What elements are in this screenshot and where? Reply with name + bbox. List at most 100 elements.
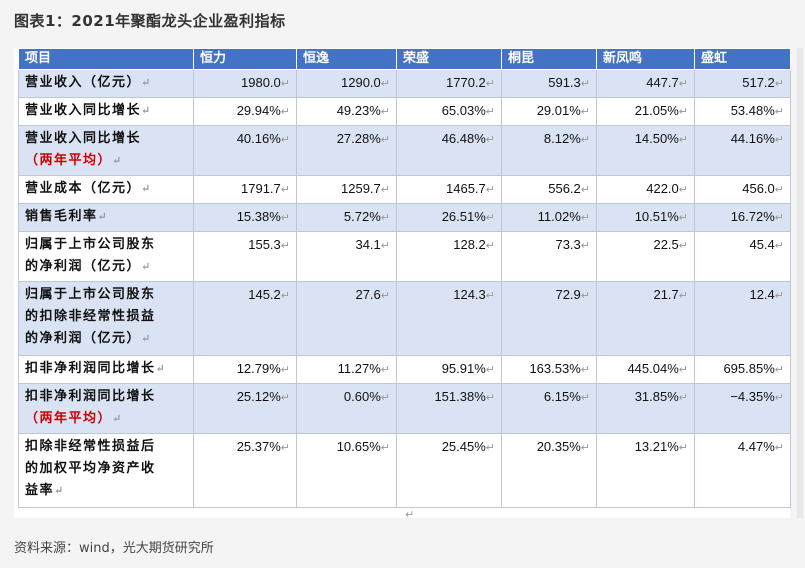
header-row: 项目 恒力 恒逸 荣盛 桐昆 新凤鸣 盛虹 xyxy=(18,48,791,70)
return-mark-icon: ↵ xyxy=(580,106,590,118)
header-tongkun: 桐昆 xyxy=(501,48,597,70)
cell-value: 145.2↵ xyxy=(193,281,297,356)
cell-value: 27.28%↵ xyxy=(296,125,397,176)
row-label: 扣非净利润同比增长 （两年平均）↵ xyxy=(18,383,194,434)
cell-value: 1980.0↵ xyxy=(193,69,297,98)
row-label-line: 的净利润（亿元）↵ xyxy=(25,331,152,346)
return-mark-icon: ↵ xyxy=(580,184,590,196)
row-label-line: 归属于上市公司股东 xyxy=(25,237,156,252)
return-mark-icon: ↵ xyxy=(678,290,688,302)
return-mark-icon: ↵ xyxy=(580,364,590,376)
return-mark-icon: ↵ xyxy=(155,362,167,375)
return-mark-icon: ↵ xyxy=(380,78,390,90)
return-mark-icon: ↵ xyxy=(485,290,495,302)
table-row: 营业成本（亿元）↵ 1791.7↵ 1259.7↵ 1465.7↵ 556.2↵ 422.… xyxy=(18,175,791,204)
cell-value: 25.37%↵ xyxy=(193,433,297,508)
cell-value: 49.23%↵ xyxy=(296,97,397,126)
cell-value: 15.38%↵ xyxy=(193,203,297,232)
return-mark-icon: ↵ xyxy=(54,484,65,497)
return-mark-icon: ↵ xyxy=(580,442,590,454)
return-mark-icon: ↵ xyxy=(678,134,688,146)
vertical-scrollbar[interactable] xyxy=(797,48,803,518)
row-label-line: 营业收入同比增长 xyxy=(25,131,142,146)
return-mark-icon: ↵ xyxy=(380,134,390,146)
cell-value: 46.48%↵ xyxy=(396,125,502,176)
cell-value: 1259.7↵ xyxy=(296,175,397,204)
row-label-line: 的扣除非经常性损益 xyxy=(25,309,156,324)
cell-value: 31.85%↵ xyxy=(596,383,695,434)
return-mark-icon: ↵ xyxy=(485,212,495,224)
row-label: 营业成本（亿元）↵ xyxy=(18,175,194,204)
return-mark-icon: ↵ xyxy=(280,78,290,90)
return-mark-icon: ↵ xyxy=(112,412,123,425)
return-mark-icon: ↵ xyxy=(774,364,784,376)
cell-value: 44.16%↵ xyxy=(694,125,791,176)
row-label-line: 扣非净利润同比增长↵ xyxy=(25,361,167,376)
row-label-line: 的加权平均净资产收 xyxy=(25,461,156,476)
return-mark-icon: ↵ xyxy=(678,78,688,90)
return-mark-icon: ↵ xyxy=(380,240,390,252)
row-label: 销售毛利率↵ xyxy=(18,203,194,232)
profit-indicator-table: 项目 恒力 恒逸 荣盛 桐昆 新凤鸣 盛虹 营业收入（亿元）↵ 1980.0↵ 12… xyxy=(18,48,791,508)
row-label: 扣非净利润同比增长↵ xyxy=(18,355,194,384)
cell-value: 456.0↵ xyxy=(694,175,791,204)
return-mark-icon: ↵ xyxy=(678,392,688,404)
return-mark-icon: ↵ xyxy=(280,364,290,376)
row-label-line: 扣非净利润同比增长 xyxy=(25,389,156,404)
return-mark-icon: ↵ xyxy=(678,240,688,252)
cell-value: 22.5↵ xyxy=(596,231,695,282)
cell-value: 12.79%↵ xyxy=(193,355,297,384)
header-hengli: 恒力 xyxy=(193,48,297,70)
return-mark-icon: ↵ xyxy=(580,290,590,302)
header-rongsheng: 荣盛 xyxy=(396,48,502,70)
cell-value: 556.2↵ xyxy=(501,175,597,204)
return-mark-icon: ↵ xyxy=(112,154,123,167)
cell-value: 10.65%↵ xyxy=(296,433,397,508)
return-mark-icon: ↵ xyxy=(485,240,495,252)
cell-value: 447.7↵ xyxy=(596,69,695,98)
table-row: 归属于上市公司股东 的扣除非经常性损益 的净利润（亿元）↵ 145.2↵ 27.6↵ 12… xyxy=(18,281,791,356)
cell-value: 25.12%↵ xyxy=(193,383,297,434)
return-mark-icon: ↵ xyxy=(280,106,290,118)
cell-value: 1770.2↵ xyxy=(396,69,502,98)
cell-value: 26.51%↵ xyxy=(396,203,502,232)
header-xinfengming: 新凤鸣 xyxy=(596,48,695,70)
cell-value: 95.91%↵ xyxy=(396,355,502,384)
return-mark-icon: ↵ xyxy=(485,364,495,376)
cell-value: 163.53%↵ xyxy=(501,355,597,384)
cell-value: 1791.7↵ xyxy=(193,175,297,204)
return-mark-icon: ↵ xyxy=(485,134,495,146)
cell-value: 151.38%↵ xyxy=(396,383,502,434)
cell-value: 53.48%↵ xyxy=(694,97,791,126)
row-label-line: 的净利润（亿元）↵ xyxy=(25,259,152,274)
cell-value: 124.3↵ xyxy=(396,281,502,356)
return-mark-icon: ↵ xyxy=(97,210,109,223)
cell-value: 13.21%↵ xyxy=(596,433,695,508)
return-mark-icon: ↵ xyxy=(485,78,495,90)
cell-value: 422.0↵ xyxy=(596,175,695,204)
table-container: 项目 恒力 恒逸 荣盛 桐昆 新凤鸣 盛虹 营业收入（亿元）↵ 1980.0↵ 12… xyxy=(14,48,791,518)
cell-value: 6.15%↵ xyxy=(501,383,597,434)
return-mark-icon: ↵ xyxy=(678,106,688,118)
return-mark-icon: ↵ xyxy=(580,134,590,146)
return-mark-icon: ↵ xyxy=(141,332,152,345)
cell-value: 20.35%↵ xyxy=(501,433,597,508)
cell-value: 128.2↵ xyxy=(396,231,502,282)
row-label: 营业收入同比增长↵ xyxy=(18,97,194,126)
source-note: 资料来源：wind，光大期货研究所 xyxy=(14,541,214,556)
cell-value: 8.12%↵ xyxy=(501,125,597,176)
return-mark-icon: ↵ xyxy=(774,290,784,302)
row-label: 营业收入（亿元）↵ xyxy=(18,69,194,98)
cell-value: 1465.7↵ xyxy=(396,175,502,204)
row-label-line: （两年平均）↵ xyxy=(25,411,123,426)
return-mark-icon: ↵ xyxy=(380,106,390,118)
return-mark-icon: ↵ xyxy=(774,442,784,454)
cell-value: 21.7↵ xyxy=(596,281,695,356)
cell-value: 16.72%↵ xyxy=(694,203,791,232)
cell-value: 155.3↵ xyxy=(193,231,297,282)
row-label-line: 营业成本（亿元）↵ xyxy=(25,181,152,196)
cell-value: 14.50%↵ xyxy=(596,125,695,176)
cell-value: 27.6↵ xyxy=(296,281,397,356)
return-mark-icon: ↵ xyxy=(380,442,390,454)
cell-value: 29.01%↵ xyxy=(501,97,597,126)
